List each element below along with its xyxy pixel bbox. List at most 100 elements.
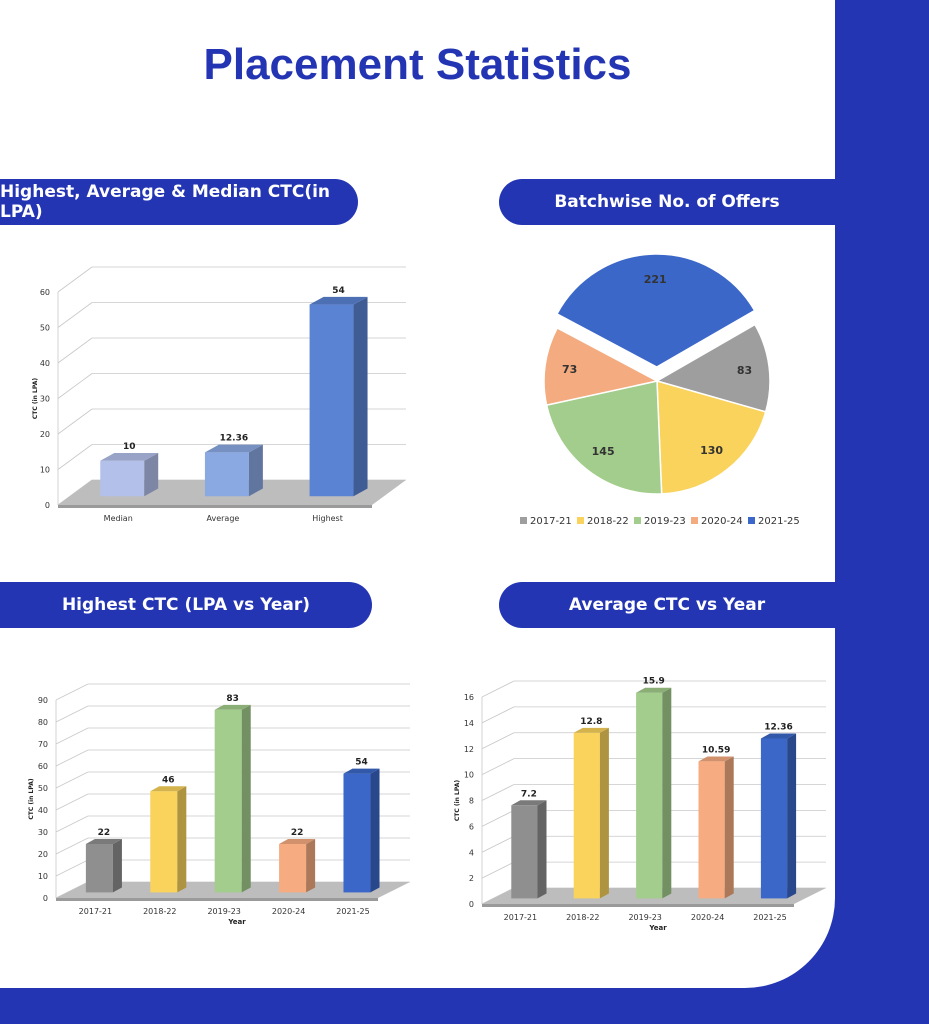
x-axis-title: Year xyxy=(648,924,667,932)
y-tick-label: 80 xyxy=(38,718,48,727)
bar xyxy=(343,773,371,893)
pie-slice xyxy=(543,326,660,406)
gridline-diagonal xyxy=(57,373,93,399)
chart-floor-edge xyxy=(482,904,794,907)
y-tick-label: 90 xyxy=(38,696,48,705)
x-tick-label: 2020-24 xyxy=(272,907,305,916)
bar-top xyxy=(150,786,187,792)
gridline-diagonal xyxy=(57,444,93,470)
legend-swatch xyxy=(634,517,641,524)
gridline-diagonal xyxy=(481,758,515,775)
bar xyxy=(150,791,178,893)
data-label: 22 xyxy=(291,828,304,838)
x-axis-title: Year xyxy=(227,918,246,926)
x-tick-label: 2017-21 xyxy=(79,907,112,916)
bar-side xyxy=(112,839,122,893)
bar-side xyxy=(724,756,734,899)
y-tick-label: 30 xyxy=(38,828,48,837)
page-title: Placement Statistics xyxy=(203,40,632,89)
y-tick-label: 2 xyxy=(469,874,474,883)
y-tick-label: 0 xyxy=(469,900,474,909)
bar-side xyxy=(662,687,672,899)
y-tick-label: 40 xyxy=(40,359,50,368)
chart-floor-edge xyxy=(56,898,378,901)
x-tick-label: 2020-24 xyxy=(691,913,724,922)
bar-side xyxy=(306,839,316,893)
pie-slice xyxy=(545,380,663,495)
gridline-diagonal xyxy=(481,732,515,750)
data-label: 83 xyxy=(226,694,239,704)
gridline-diagonal xyxy=(57,302,93,328)
bar-side xyxy=(599,727,609,899)
pie-slice xyxy=(555,253,756,368)
bar xyxy=(279,844,307,893)
gridline-diagonal xyxy=(57,266,93,293)
data-label: 12.36 xyxy=(220,434,248,444)
x-tick-label: Median xyxy=(104,514,133,523)
gridline-diagonal xyxy=(481,861,515,879)
x-tick-label: 2017-21 xyxy=(504,913,537,922)
data-label: 54 xyxy=(355,758,368,768)
y-tick-label: 14 xyxy=(464,719,474,728)
bar xyxy=(204,452,249,497)
bar-top xyxy=(85,839,122,844)
y-tick-label: 70 xyxy=(38,740,48,749)
x-tick-label: 2021-25 xyxy=(753,913,786,922)
gridline-diagonal xyxy=(57,337,93,364)
legend-label: 2018-22 xyxy=(587,516,629,527)
legend-swatch xyxy=(520,517,527,524)
bar-top xyxy=(636,687,672,693)
gridline-diagonal xyxy=(55,749,89,767)
legend-label: 2021-25 xyxy=(758,516,800,527)
pie-slice xyxy=(655,323,771,413)
legend-swatch xyxy=(577,517,584,524)
bar-top xyxy=(100,453,159,461)
bar-side xyxy=(248,444,263,497)
bar xyxy=(214,709,242,893)
data-label: 54 xyxy=(332,286,345,296)
bar-top xyxy=(511,800,547,806)
bar-top xyxy=(698,756,734,762)
bar-side xyxy=(353,296,368,497)
y-tick-label: 20 xyxy=(40,430,50,439)
bar-top xyxy=(760,733,797,739)
bar-top xyxy=(309,296,368,305)
legend-swatch xyxy=(748,517,755,524)
pie-data-label: 130 xyxy=(700,444,723,457)
bar xyxy=(100,460,145,497)
bar xyxy=(636,692,663,899)
bar xyxy=(698,761,725,899)
data-label: 46 xyxy=(162,775,175,785)
y-axis-title: CTC (in LPA) xyxy=(32,378,39,419)
section-header-ctc-summary: Highest, Average & Median CTC(in LPA) xyxy=(0,179,358,225)
pie-data-label: 83 xyxy=(737,364,752,377)
y-tick-label: 16 xyxy=(464,693,474,702)
gridline-diagonal xyxy=(481,680,515,698)
gridline-diagonal xyxy=(55,705,89,723)
bar-top xyxy=(204,444,263,453)
section-header-average-ctc: Average CTC vs Year xyxy=(499,582,835,628)
legend-label: 2020-24 xyxy=(701,516,743,527)
bar xyxy=(309,304,354,497)
legend-label: 2017-21 xyxy=(530,516,572,527)
data-label: 12.8 xyxy=(580,717,602,727)
gridline-diagonal xyxy=(481,784,515,801)
pie-data-label: 145 xyxy=(592,445,615,458)
x-tick-label: Average xyxy=(206,514,239,523)
x-tick-label: 2021-25 xyxy=(336,907,369,916)
data-label: 15.9 xyxy=(643,677,665,687)
y-tick-label: 20 xyxy=(38,850,48,859)
bar xyxy=(760,738,788,899)
gridline-diagonal xyxy=(481,706,515,724)
y-tick-label: 0 xyxy=(43,894,48,903)
y-tick-label: 30 xyxy=(40,395,50,404)
x-tick-label: 2018-22 xyxy=(143,907,176,916)
section-header-offers: Batchwise No. of Offers xyxy=(499,179,835,225)
gridline-diagonal xyxy=(55,793,89,811)
y-axis-title: CTC (in LPA) xyxy=(28,778,35,819)
y-tick-label: 50 xyxy=(40,324,50,333)
gridline-diagonal xyxy=(481,810,515,827)
